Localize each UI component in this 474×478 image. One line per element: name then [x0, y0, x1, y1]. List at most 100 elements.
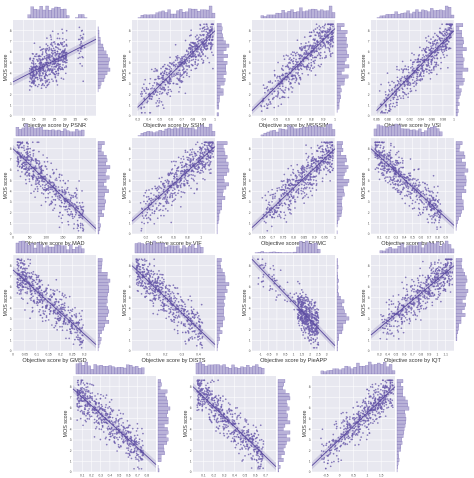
hist-bar	[320, 9, 324, 19]
scatter-point	[68, 193, 71, 196]
scatter-point	[421, 56, 424, 59]
scatter-point	[76, 219, 79, 222]
scatter-point	[75, 193, 78, 196]
scatter-point	[435, 62, 438, 64]
hist-bar	[97, 185, 107, 190]
scatter-point	[430, 38, 432, 40]
hist-bar	[216, 216, 220, 221]
hist-bar	[418, 11, 422, 19]
scatter-point	[283, 217, 286, 220]
y-tick-label: 5	[368, 179, 370, 183]
scatter-point	[34, 80, 36, 82]
scatter-point	[429, 215, 432, 218]
scatter-point	[298, 57, 301, 60]
scatter-point	[67, 179, 69, 182]
scatter-point	[434, 32, 436, 35]
scatter-point	[207, 141, 210, 144]
scatter-point	[77, 38, 80, 41]
scatter-point	[325, 54, 327, 57]
scatter-point	[157, 105, 160, 107]
scatter-point	[190, 187, 192, 190]
scatter-point	[391, 181, 394, 184]
scatter-point	[42, 154, 44, 156]
scatter-point	[273, 216, 276, 219]
scatter-point	[379, 144, 382, 147]
scatter-point	[399, 180, 402, 183]
x-tick-label: 0.85	[301, 236, 307, 240]
scatter-point	[288, 88, 290, 91]
scatter-point	[425, 193, 428, 196]
scatter-point	[193, 192, 196, 195]
hist-bar	[173, 13, 177, 19]
scatter-point	[190, 173, 193, 176]
y-tick-label: 0	[368, 114, 370, 118]
scatter-point	[61, 42, 64, 44]
scatter-point	[148, 82, 151, 85]
y-axis-label: MOS score	[361, 55, 367, 82]
scatter-point	[79, 44, 82, 46]
scatter-point	[331, 38, 333, 41]
scatter-point	[327, 169, 329, 172]
x-tick-label: 40	[84, 118, 88, 122]
scatter-point	[312, 29, 315, 32]
scatter-point	[23, 147, 25, 149]
scatter-point	[310, 31, 313, 34]
marginal-hist-x	[137, 5, 216, 19]
scatter-point	[44, 196, 47, 199]
hist-bar	[78, 14, 82, 19]
hist-bar	[81, 129, 85, 137]
scatter-point	[323, 27, 325, 29]
x-tick-label: 0.8	[435, 236, 440, 240]
hist-bar	[455, 223, 457, 228]
scatter-point	[415, 77, 418, 80]
y-tick-label: 4	[10, 189, 12, 193]
hist-bar	[436, 10, 440, 19]
scatter-point	[170, 221, 173, 224]
scatter-point	[318, 31, 321, 34]
scatter-point	[284, 86, 287, 89]
x-tick-label: 0.98	[440, 118, 446, 122]
scatter-point	[139, 201, 142, 204]
hist-bar	[317, 10, 321, 19]
scatter-point	[25, 167, 28, 170]
hist-bar	[97, 57, 110, 62]
scatter-point	[17, 160, 20, 162]
scatter-point	[77, 229, 80, 232]
hist-bar	[69, 131, 73, 137]
scatter-point	[40, 84, 43, 87]
scatter-point	[166, 64, 169, 67]
hist-bar	[260, 15, 264, 19]
y-tick-label: 6	[368, 168, 370, 172]
scatter-point	[70, 194, 73, 197]
scatter-point	[272, 97, 274, 100]
scatter-point	[323, 168, 325, 171]
scatter-point	[204, 55, 207, 57]
scatter-point	[445, 49, 448, 52]
scatter-point	[49, 69, 51, 71]
scatter-point	[395, 153, 397, 156]
scatter-point	[45, 168, 48, 170]
scatter-point	[388, 180, 391, 183]
hist-bar	[455, 105, 458, 110]
hist-bar	[336, 213, 342, 217]
scatter-point	[396, 68, 398, 71]
scatter-point	[434, 63, 437, 66]
scatter-point	[439, 31, 441, 34]
scatter-point	[76, 197, 78, 199]
scatter-point	[292, 62, 295, 65]
scatter-point	[166, 68, 168, 71]
scatter-point	[171, 196, 174, 199]
hist-bar	[455, 175, 467, 180]
scatter-point	[198, 54, 200, 57]
scatter-point	[145, 92, 147, 95]
scatter-point	[413, 207, 416, 210]
scatter-point	[53, 207, 56, 210]
scatter-point	[312, 56, 314, 59]
scatter-point	[57, 74, 59, 76]
scatter-point	[156, 105, 158, 108]
hist-bar	[455, 95, 460, 99]
hist-bar	[211, 12, 216, 19]
scatter-point	[329, 45, 332, 48]
scatter-point	[168, 62, 171, 64]
